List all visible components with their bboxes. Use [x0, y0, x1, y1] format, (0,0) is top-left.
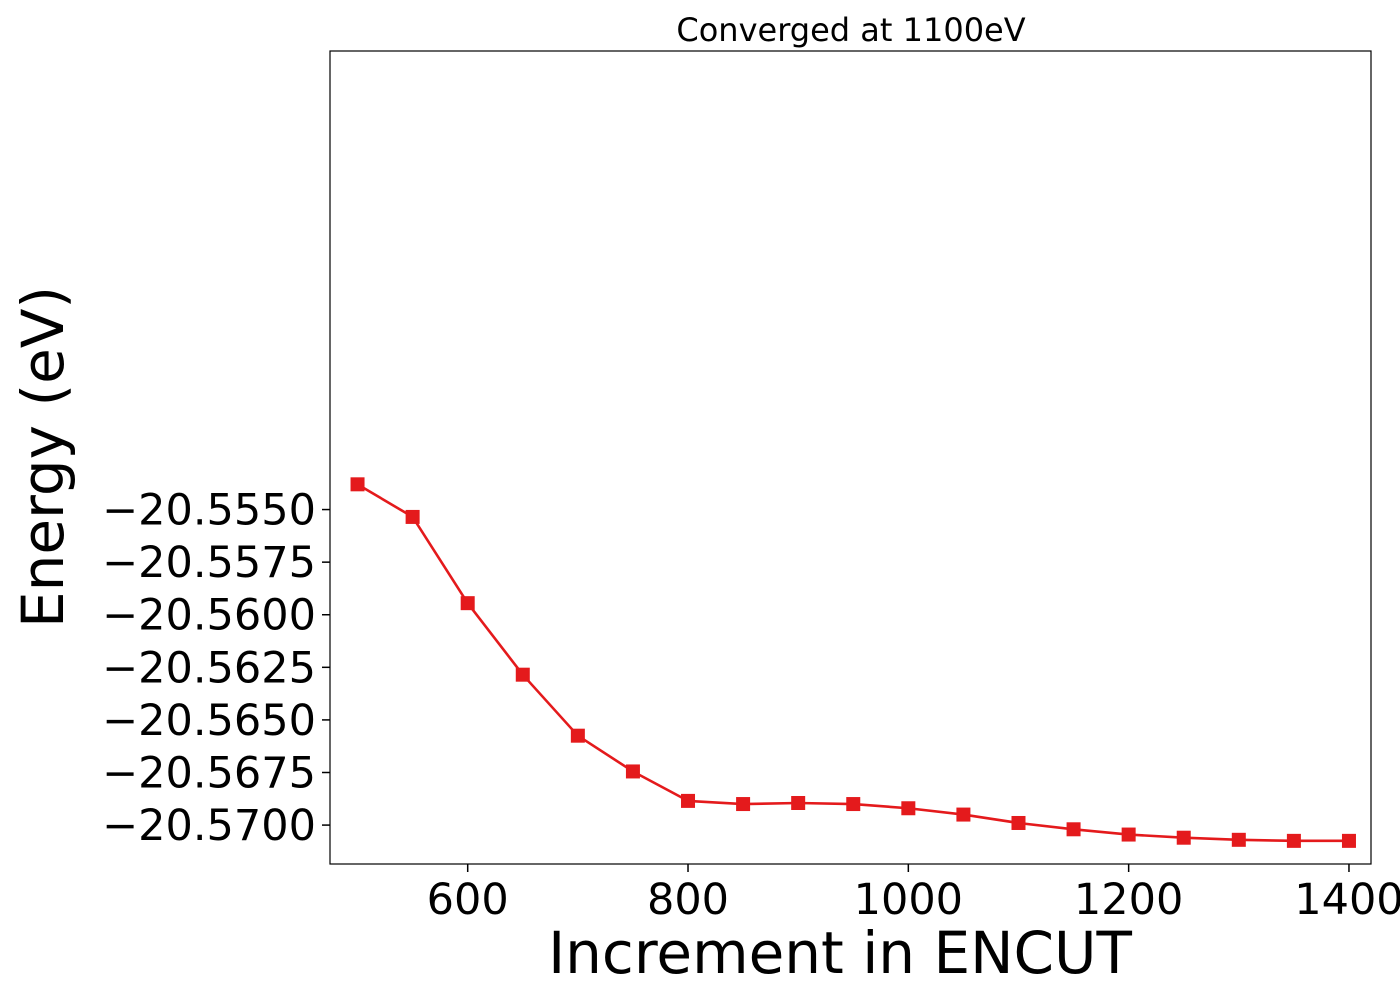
data-point: [350, 477, 365, 492]
series-layer: [350, 477, 1356, 848]
data-point: [1176, 830, 1191, 845]
data-point: [791, 795, 806, 810]
data-point: [460, 596, 475, 611]
plot-area: [329, 50, 1372, 865]
data-point: [1341, 833, 1356, 848]
y-tick-label: −20.5650: [102, 696, 316, 746]
data-point: [681, 793, 696, 808]
data-point: [1286, 833, 1301, 848]
data-point: [846, 797, 861, 812]
data-point: [1011, 815, 1026, 830]
data-point: [736, 797, 751, 812]
y-tick-label: −20.5575: [102, 538, 316, 588]
data-point: [1121, 827, 1136, 842]
y-tick-label: −20.5550: [102, 486, 316, 536]
y-tick-label: −20.5675: [102, 748, 316, 798]
x-axis-label: Increment in ENCUT: [548, 919, 1132, 987]
data-point: [570, 728, 585, 743]
x-tick-label: 1000: [854, 875, 963, 925]
data-point: [956, 807, 971, 822]
y-tick-label: −20.5700: [102, 801, 316, 851]
x-axis: 600 800 1000 1200 1400: [427, 864, 1400, 925]
y-axis: −20.5550−20.5575−20.5600−20.5625−20.5650…: [102, 486, 330, 851]
x-tick-label: 1400: [1294, 875, 1400, 925]
x-tick-label: 800: [647, 875, 729, 925]
x-tick-label: 600: [427, 875, 509, 925]
y-axis-label: Energy (eV): [9, 286, 77, 628]
data-point: [1066, 822, 1081, 837]
data-point: [625, 764, 640, 779]
data-point: [405, 509, 420, 524]
y-tick-label: −20.5625: [102, 643, 316, 693]
data-point: [515, 667, 530, 682]
chart-title: Converged at 1100eV: [676, 11, 1025, 49]
data-point: [901, 801, 916, 816]
data-point: [1231, 832, 1246, 847]
x-tick-label: 1200: [1074, 875, 1183, 925]
y-tick-label: −20.5600: [102, 591, 316, 641]
